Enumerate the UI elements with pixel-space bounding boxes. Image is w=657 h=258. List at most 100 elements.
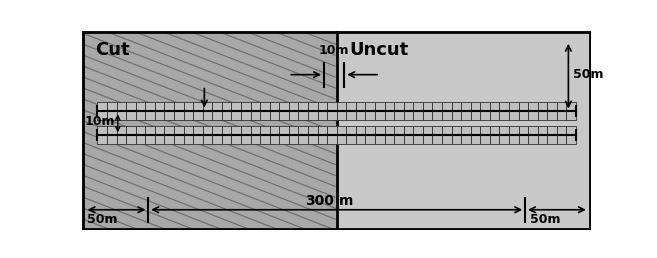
Bar bbox=[155, 126, 164, 144]
Bar bbox=[547, 126, 557, 144]
Bar bbox=[298, 126, 308, 144]
Bar bbox=[394, 126, 403, 144]
Bar bbox=[270, 102, 279, 120]
Bar bbox=[289, 102, 298, 120]
Bar bbox=[174, 126, 183, 144]
Bar bbox=[480, 102, 490, 120]
Bar bbox=[222, 102, 231, 120]
Bar bbox=[107, 126, 116, 144]
Bar bbox=[231, 102, 241, 120]
Bar bbox=[442, 126, 451, 144]
Bar bbox=[241, 102, 250, 120]
Bar bbox=[537, 102, 547, 120]
Bar bbox=[82, 31, 337, 230]
Bar bbox=[375, 126, 384, 144]
Bar bbox=[547, 102, 557, 120]
Bar bbox=[365, 126, 375, 144]
Text: 300: 300 bbox=[306, 194, 334, 208]
Bar bbox=[403, 126, 413, 144]
Text: 50m: 50m bbox=[87, 213, 118, 226]
Bar bbox=[384, 126, 394, 144]
Bar bbox=[260, 102, 270, 120]
Bar bbox=[116, 102, 126, 120]
Bar bbox=[336, 102, 346, 120]
Bar bbox=[384, 102, 394, 120]
Bar bbox=[212, 126, 222, 144]
Bar bbox=[490, 126, 499, 144]
Bar bbox=[403, 102, 413, 120]
Bar bbox=[461, 126, 470, 144]
Bar bbox=[203, 126, 212, 144]
Bar bbox=[356, 102, 365, 120]
Bar bbox=[136, 126, 145, 144]
Bar bbox=[174, 102, 183, 120]
Bar bbox=[432, 126, 442, 144]
Bar bbox=[250, 126, 260, 144]
Bar bbox=[365, 102, 375, 120]
Bar bbox=[279, 126, 289, 144]
Bar bbox=[461, 102, 470, 120]
Bar bbox=[317, 126, 327, 144]
Bar bbox=[509, 102, 518, 120]
Bar bbox=[346, 126, 356, 144]
Bar bbox=[136, 102, 145, 120]
Bar bbox=[490, 102, 499, 120]
Bar bbox=[566, 102, 576, 120]
Bar bbox=[212, 102, 222, 120]
Bar bbox=[97, 126, 107, 144]
Bar bbox=[413, 126, 423, 144]
Bar bbox=[537, 126, 547, 144]
Bar bbox=[413, 102, 423, 120]
Bar bbox=[442, 102, 451, 120]
Bar bbox=[566, 126, 576, 144]
Bar bbox=[394, 102, 403, 120]
Bar bbox=[298, 102, 308, 120]
Bar bbox=[499, 126, 509, 144]
Bar bbox=[222, 126, 231, 144]
Text: Uncut: Uncut bbox=[350, 41, 409, 59]
Bar bbox=[145, 102, 155, 120]
Bar bbox=[528, 102, 537, 120]
Text: Cut: Cut bbox=[95, 41, 129, 59]
Bar bbox=[327, 126, 337, 144]
Bar bbox=[317, 102, 327, 120]
Text: m: m bbox=[339, 194, 353, 208]
Bar bbox=[470, 102, 480, 120]
Bar bbox=[375, 102, 384, 120]
Bar bbox=[183, 126, 193, 144]
Bar bbox=[241, 126, 250, 144]
Bar bbox=[557, 126, 566, 144]
Bar bbox=[528, 126, 537, 144]
Bar bbox=[260, 126, 270, 144]
Bar bbox=[116, 126, 126, 144]
Bar bbox=[250, 102, 260, 120]
Bar bbox=[203, 102, 212, 120]
Bar bbox=[155, 102, 164, 120]
Bar bbox=[308, 126, 317, 144]
Bar bbox=[499, 102, 509, 120]
Bar bbox=[509, 126, 518, 144]
Bar bbox=[432, 102, 442, 120]
Bar bbox=[231, 126, 241, 144]
Bar bbox=[423, 126, 432, 144]
Bar bbox=[107, 102, 116, 120]
Bar bbox=[470, 126, 480, 144]
Bar bbox=[423, 102, 432, 120]
Bar bbox=[346, 102, 356, 120]
Text: 50m: 50m bbox=[530, 213, 560, 226]
Bar bbox=[356, 126, 365, 144]
Bar bbox=[97, 102, 107, 120]
Text: 10m: 10m bbox=[319, 44, 350, 57]
Bar bbox=[270, 126, 279, 144]
Bar bbox=[327, 102, 337, 120]
Bar bbox=[164, 102, 174, 120]
Bar bbox=[183, 102, 193, 120]
Bar bbox=[145, 126, 155, 144]
Bar bbox=[308, 102, 317, 120]
Text: 50m: 50m bbox=[574, 68, 604, 81]
Text: 10m: 10m bbox=[85, 115, 115, 128]
Bar bbox=[451, 102, 461, 120]
Bar bbox=[289, 126, 298, 144]
Bar bbox=[451, 126, 461, 144]
Bar bbox=[518, 102, 528, 120]
